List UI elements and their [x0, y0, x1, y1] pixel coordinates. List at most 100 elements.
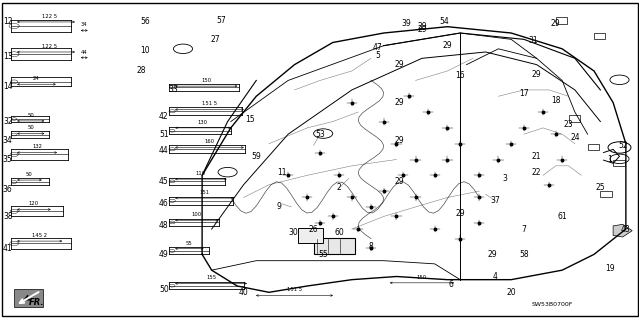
Text: 8: 8 [369, 242, 373, 251]
Text: 24: 24 [33, 76, 40, 81]
Text: 29: 29 [395, 136, 404, 145]
Text: 2: 2 [337, 183, 342, 192]
Text: 29: 29 [532, 70, 541, 78]
Text: 24: 24 [570, 133, 580, 142]
Bar [556, 17, 567, 24]
Text: 4: 4 [493, 272, 498, 281]
Text: 29: 29 [487, 250, 497, 259]
Text: 44: 44 [159, 145, 169, 154]
Text: 19: 19 [605, 264, 615, 273]
Text: 29: 29 [395, 177, 404, 186]
Text: 1: 1 [607, 155, 612, 164]
Text: 38: 38 [3, 212, 13, 221]
Text: 55: 55 [318, 250, 328, 259]
Text: 122 5: 122 5 [42, 44, 57, 49]
Text: 160: 160 [205, 139, 215, 144]
Text: 57: 57 [216, 16, 226, 25]
Text: 5: 5 [375, 51, 380, 60]
Text: 29: 29 [395, 60, 404, 69]
Text: 54: 54 [440, 18, 449, 26]
Text: 22: 22 [532, 168, 541, 177]
Text: 29: 29 [417, 25, 427, 34]
Text: 43: 43 [621, 225, 631, 234]
Text: 40: 40 [239, 288, 248, 297]
Bar [568, 115, 580, 122]
Text: 45: 45 [159, 177, 169, 186]
Text: 150: 150 [202, 78, 212, 83]
Text: 60: 60 [334, 228, 344, 237]
Text: 155: 155 [206, 275, 216, 280]
Text: 20: 20 [506, 288, 516, 297]
Text: FR.: FR. [29, 298, 44, 307]
Text: 28: 28 [137, 66, 147, 76]
Text: 23: 23 [564, 120, 573, 129]
Text: 29: 29 [551, 19, 561, 28]
Text: 15: 15 [245, 115, 255, 124]
Text: 120: 120 [29, 201, 39, 206]
Text: 32: 32 [3, 117, 13, 126]
Text: 49: 49 [159, 250, 169, 259]
Text: 11: 11 [277, 168, 287, 177]
Text: 51: 51 [159, 130, 169, 139]
Polygon shape [613, 224, 632, 237]
Text: 17: 17 [519, 89, 529, 98]
Text: 42: 42 [159, 112, 169, 121]
Text: 14: 14 [3, 82, 13, 91]
Bar [298, 228, 323, 243]
Text: 151: 151 [200, 190, 210, 195]
Bar [600, 191, 612, 197]
Text: 48: 48 [159, 221, 169, 230]
Text: 29: 29 [395, 98, 404, 107]
Text: 52: 52 [618, 141, 627, 150]
Text: 100: 100 [191, 212, 202, 217]
Text: 110: 110 [196, 171, 206, 176]
Text: 9: 9 [276, 203, 281, 211]
Text: SW53B0700F: SW53B0700F [532, 302, 573, 308]
Text: 132: 132 [32, 145, 42, 149]
Bar [588, 144, 599, 150]
Text: 56: 56 [140, 18, 150, 26]
Text: 21: 21 [532, 152, 541, 161]
Text: 55: 55 [186, 241, 193, 246]
Text: 59: 59 [252, 152, 261, 161]
Text: 10: 10 [140, 46, 150, 55]
Text: 7: 7 [522, 225, 526, 234]
Text: 50: 50 [28, 125, 34, 130]
Text: 33: 33 [168, 85, 179, 94]
Bar [314, 238, 355, 254]
Text: 26: 26 [309, 225, 319, 234]
Text: 46: 46 [159, 199, 169, 208]
Text: 12: 12 [3, 18, 13, 26]
Text: 6: 6 [448, 280, 453, 289]
Text: 44: 44 [81, 49, 88, 55]
Text: 122 5: 122 5 [42, 14, 57, 19]
Text: 50: 50 [159, 285, 169, 294]
Text: 30: 30 [289, 228, 298, 237]
Text: 50: 50 [28, 113, 34, 118]
Text: 31: 31 [529, 36, 538, 45]
Text: 13: 13 [3, 52, 13, 61]
Text: 50: 50 [26, 172, 33, 177]
Bar [613, 160, 625, 166]
Text: 150: 150 [417, 275, 427, 280]
Text: 41: 41 [3, 243, 13, 253]
Text: 18: 18 [551, 97, 561, 106]
Text: 34: 34 [3, 136, 13, 145]
Text: 39: 39 [401, 19, 411, 28]
Text: 151 5: 151 5 [287, 287, 302, 292]
Text: 61: 61 [557, 212, 567, 221]
Text: 29: 29 [417, 22, 427, 31]
Text: 29: 29 [456, 209, 465, 218]
Text: 27: 27 [210, 35, 220, 44]
Text: 29: 29 [443, 41, 452, 50]
Text: 47: 47 [372, 43, 382, 52]
Text: 3: 3 [502, 174, 508, 183]
Text: 35: 35 [3, 155, 13, 164]
Text: 145 2: 145 2 [32, 233, 47, 238]
Text: 25: 25 [596, 183, 605, 192]
Bar [14, 289, 43, 307]
Text: 34: 34 [81, 22, 88, 27]
Bar [594, 33, 605, 39]
Text: 58: 58 [519, 250, 529, 259]
Text: 53: 53 [315, 130, 325, 139]
